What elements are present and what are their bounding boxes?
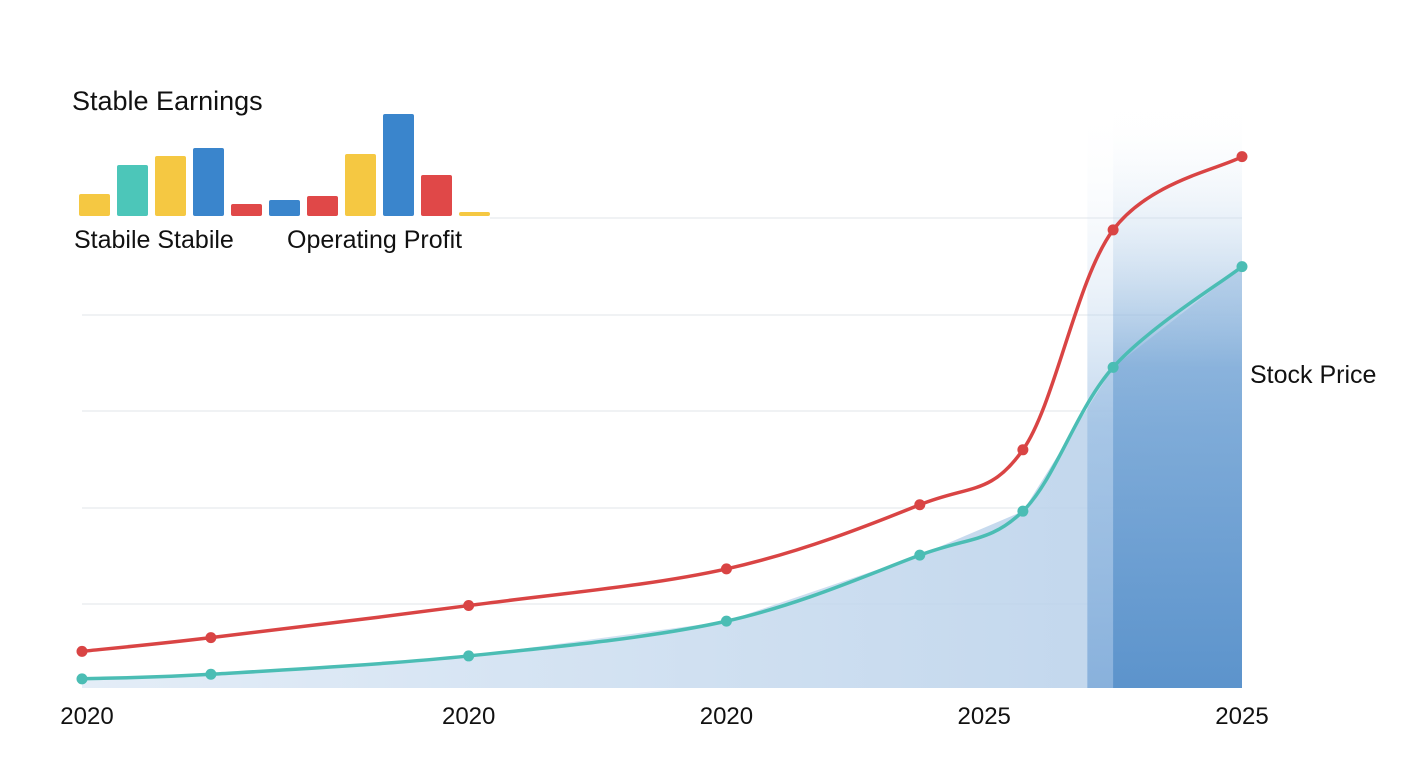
series-2-point [205,668,217,680]
inset-label-stabile: Stabile Stabile [74,226,234,254]
x-tick-label: 2025 [1215,703,1268,730]
inset-bars [79,114,490,216]
series-1-point [914,499,926,511]
series-lines [80,154,1244,681]
stock-price-label: Stock Price [1250,361,1376,389]
series-1-point [463,600,475,612]
inset-bar [155,156,186,216]
x-tick-label: 2020 [700,703,753,730]
series-2-point [720,615,732,627]
series-2-point [1017,505,1029,517]
inset-bar [459,212,490,216]
inset-bar [117,165,148,216]
inset-bar [79,194,110,216]
series-2-point [463,650,475,662]
series-1-point [720,563,732,575]
series-1-point [1017,444,1029,456]
series-2-point [76,673,88,685]
series-2-point [1107,361,1119,373]
inset-bar-chart: Stable Earnings Stabile Stabile Operatin… [72,86,490,254]
series-2-point [1236,261,1248,273]
inset-bar [421,175,452,216]
x-tick-label: 2025 [958,703,1011,730]
inset-bar [307,196,338,216]
inset-label-operating-profit: Operating Profit [287,226,462,254]
series-line-2 [80,264,1244,681]
x-tick-label: 2020 [442,703,495,730]
inset-bar [231,204,262,216]
series-line-1 [80,154,1244,654]
highlight-band [1113,105,1242,688]
series-1-point [1107,224,1119,236]
x-axis-tick-labels: 2020 2020 2020 2025 2025 [60,703,1268,730]
inset-bar [383,114,414,216]
highlight-bands [1087,105,1242,688]
inset-bar [345,154,376,216]
area-under-series [82,266,1242,688]
series-2-point [914,549,926,561]
series-1-point [1236,151,1248,163]
inset-title: Stable Earnings [72,86,263,116]
inset-bar [269,200,300,216]
series-points [76,151,1248,685]
series-1-point [205,632,217,644]
x-tick-label: 2020 [60,703,113,730]
inset-bar [193,148,224,216]
area-fill [82,266,1242,688]
series-1-point [76,645,88,657]
